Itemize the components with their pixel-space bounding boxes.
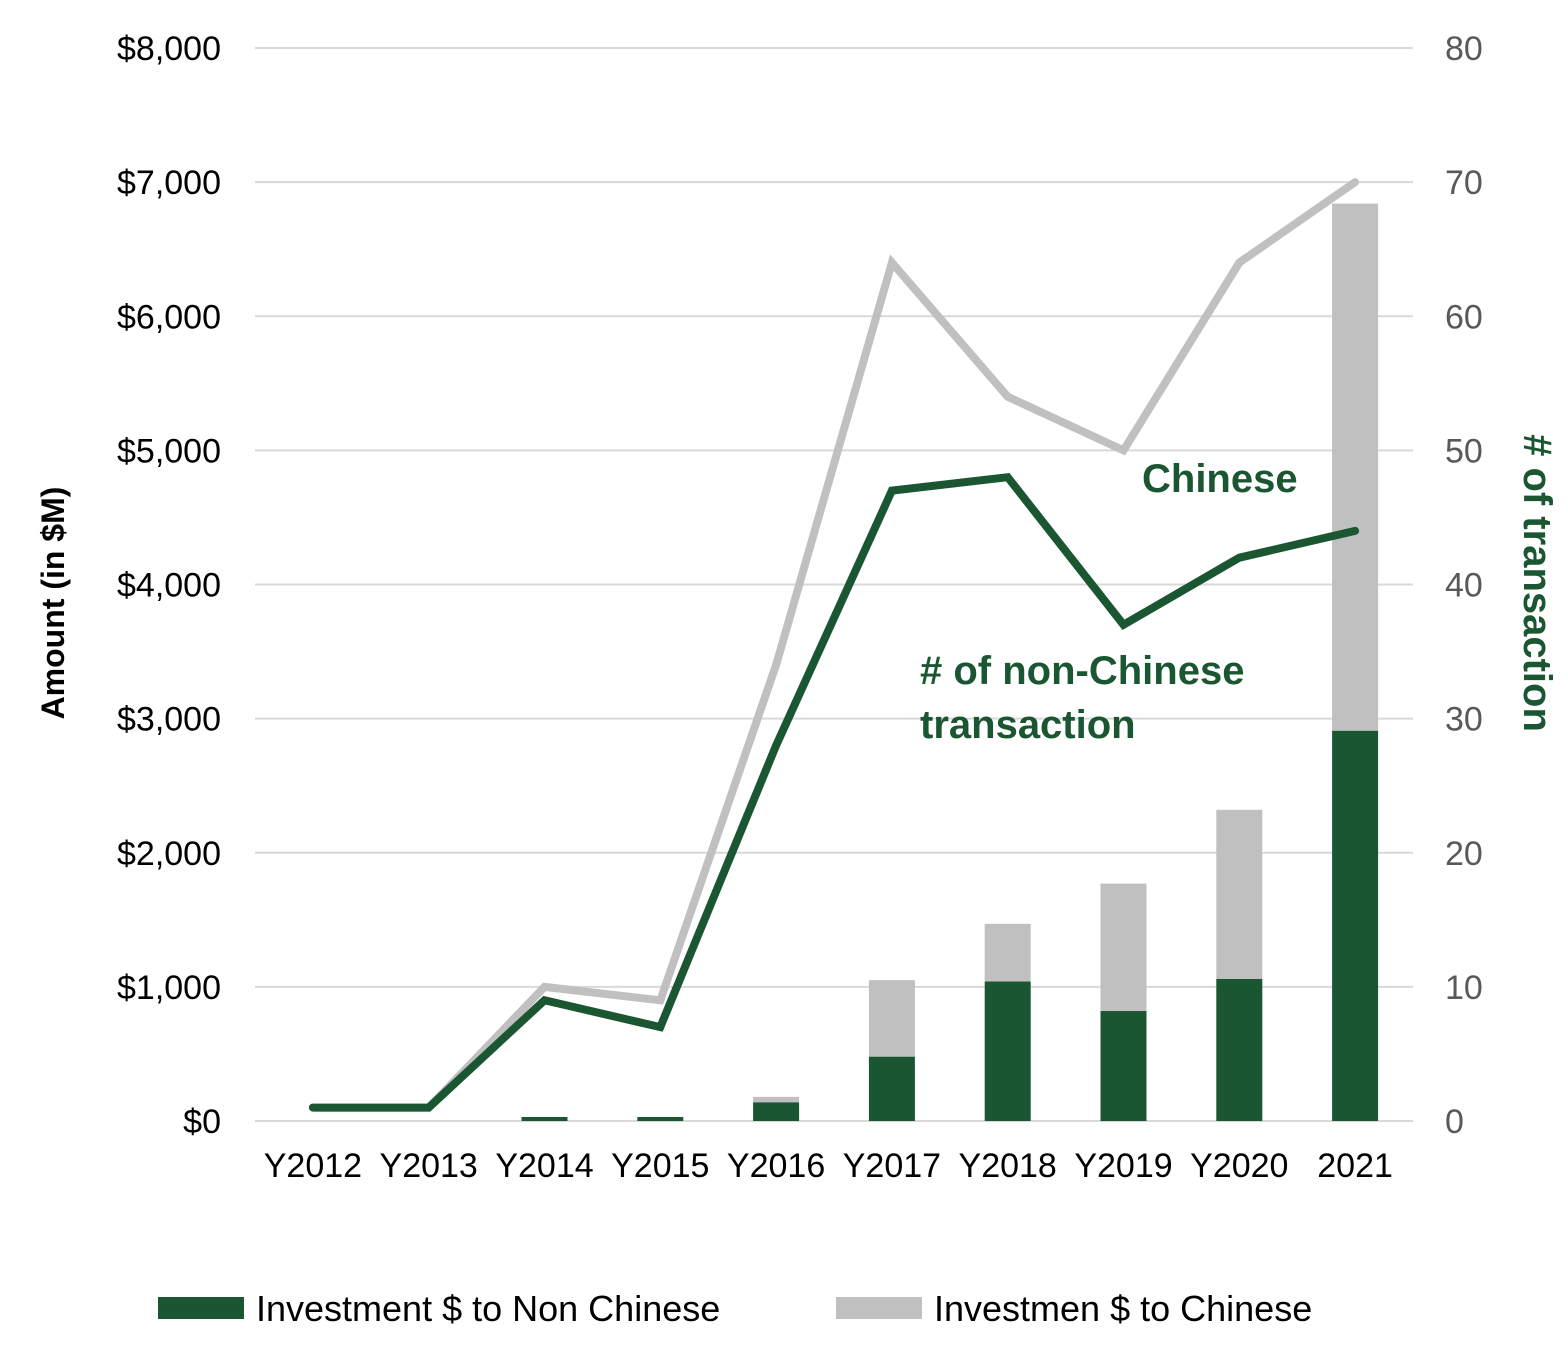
tick-labels: $0 0 $1,000 10 $2,000 20 $3,000 30 $4,000 40 $5,00… (117, 30, 1483, 1185)
y-right-tick-label: 70 (1445, 164, 1483, 202)
line-chinese-transactions (308, 178, 1360, 1112)
y-right-tick-label: 30 (1445, 701, 1483, 739)
bar-non-chinese (984, 981, 1031, 1121)
bar-non-chinese (637, 1116, 684, 1121)
y-axis-left-title: Amount (in $M) (35, 487, 71, 720)
bar-non-chinese (868, 1056, 915, 1121)
bar-non-chinese (521, 1116, 568, 1121)
legend: Investment $ to Non Chinese Investmen $ … (158, 1288, 1312, 1329)
bar-chinese (1100, 883, 1147, 1012)
bar-non-chinese (1216, 978, 1263, 1121)
y-right-tick-label: 40 (1445, 567, 1483, 605)
legend-swatch-non-chinese (158, 1297, 244, 1319)
annotation-chinese: Chinese (1142, 457, 1298, 501)
bar-non-chinese (1100, 1011, 1147, 1121)
line-non-chinese-transactions (308, 472, 1360, 1112)
bar-non-chinese (1332, 730, 1379, 1121)
x-tick-label: Y2018 (959, 1147, 1057, 1185)
y-right-tick-label: 80 (1445, 30, 1483, 68)
bar-chinese (868, 980, 915, 1057)
y-right-tick-label: 0 (1445, 1103, 1464, 1141)
lines (308, 178, 1360, 1112)
x-tick-label: Y2014 (495, 1147, 593, 1185)
y-left-tick-label: $8,000 (117, 30, 221, 68)
y-left-tick-label: $5,000 (117, 432, 221, 470)
x-tick-label: Y2013 (380, 1147, 478, 1185)
y-left-tick-label: $4,000 (117, 567, 221, 605)
bar-non-chinese (753, 1102, 800, 1121)
annotation-non-chinese-line1: # of non-Chinese (920, 649, 1244, 693)
y-right-tick-label: 10 (1445, 969, 1483, 1007)
y-left-tick-label: $3,000 (117, 701, 221, 739)
x-tick-label: 2021 (1317, 1147, 1393, 1185)
x-tick-label: Y2020 (1190, 1147, 1288, 1185)
annotation-non-chinese-line2: transaction (920, 703, 1136, 747)
bars (521, 203, 1379, 1121)
legend-swatch-chinese (836, 1297, 922, 1319)
y-right-tick-label: 50 (1445, 432, 1483, 470)
bar-chinese (1332, 203, 1379, 731)
y-left-tick-label: $6,000 (117, 298, 221, 336)
x-tick-label: Y2017 (843, 1147, 941, 1185)
y-right-tick-label: 20 (1445, 835, 1483, 873)
legend-label-non-chinese: Investment $ to Non Chinese (256, 1288, 720, 1329)
bar-chinese (984, 923, 1031, 982)
y-left-tick-label: $2,000 (117, 835, 221, 873)
x-tick-label: Y2016 (727, 1147, 825, 1185)
legend-label-chinese: Investmen $ to Chinese (934, 1288, 1312, 1329)
x-tick-label: Y2019 (1074, 1147, 1172, 1185)
bar-chinese (753, 1096, 800, 1103)
bar-chinese (1216, 809, 1263, 979)
y-left-tick-label: $0 (183, 1103, 221, 1141)
y-left-tick-label: $7,000 (117, 164, 221, 202)
y-left-tick-label: $1,000 (117, 969, 221, 1007)
y-right-tick-label: 60 (1445, 298, 1483, 336)
x-tick-label: Y2012 (264, 1147, 362, 1185)
x-tick-label: Y2015 (611, 1147, 709, 1185)
y-axis-right-title: # of transaction (1515, 434, 1559, 732)
